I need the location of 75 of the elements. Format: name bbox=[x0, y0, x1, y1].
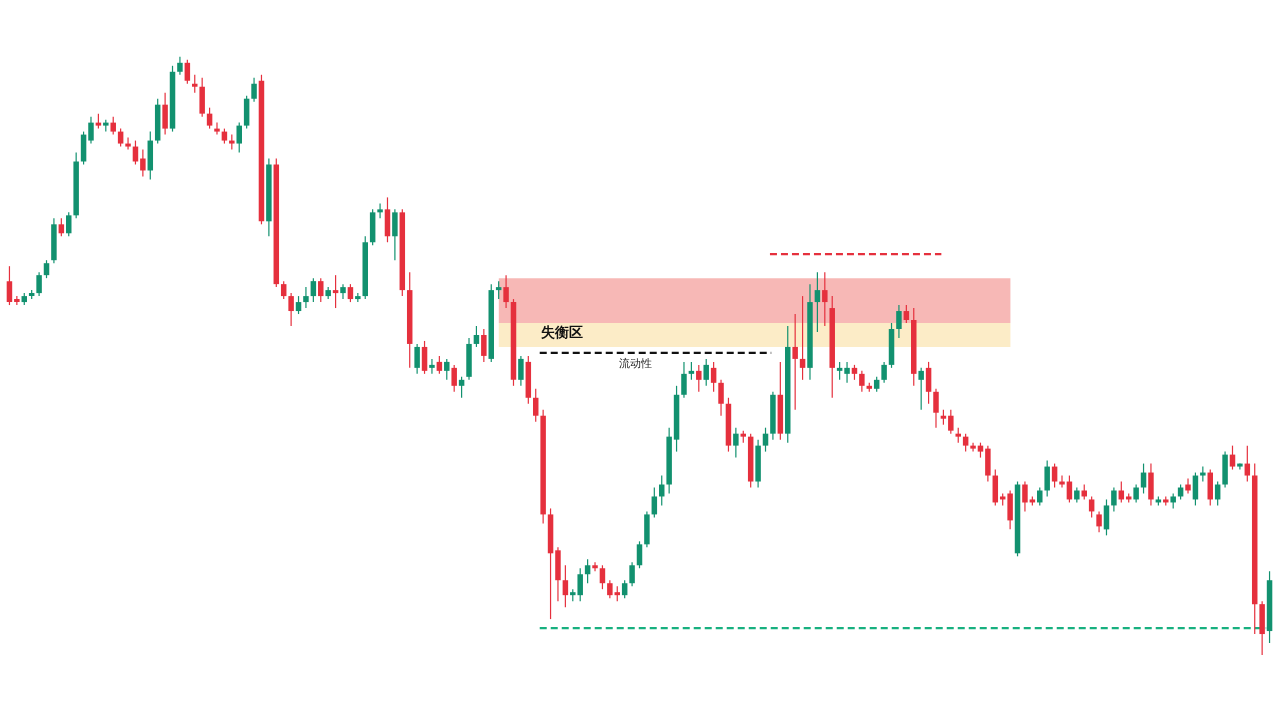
candlestick bbox=[421, 340, 428, 375]
candlestick bbox=[948, 409, 954, 435]
candlestick bbox=[1244, 445, 1251, 483]
candlestick bbox=[584, 558, 591, 584]
candlestick bbox=[451, 364, 457, 393]
candlestick bbox=[340, 283, 346, 300]
candlestick bbox=[710, 361, 717, 393]
candlestick bbox=[206, 107, 213, 130]
candlestick bbox=[814, 271, 821, 333]
candlestick bbox=[251, 77, 257, 103]
candlestick bbox=[429, 358, 435, 375]
candlestick bbox=[1088, 495, 1095, 519]
candlestick bbox=[896, 304, 902, 339]
candlestick bbox=[132, 139, 139, 166]
candlestick bbox=[629, 561, 635, 587]
candlestick bbox=[414, 343, 420, 375]
candlestick bbox=[14, 295, 20, 306]
candlestick bbox=[214, 122, 220, 136]
candlestick bbox=[6, 265, 13, 306]
candlestick bbox=[88, 116, 94, 145]
candlestick bbox=[458, 376, 465, 399]
candlestick bbox=[681, 361, 687, 399]
candlestick bbox=[332, 274, 339, 309]
candlestick bbox=[36, 271, 42, 297]
candlestick bbox=[503, 274, 509, 309]
candlestick bbox=[599, 564, 606, 590]
candlestick bbox=[288, 292, 294, 327]
candlestick bbox=[392, 208, 398, 261]
candlestick bbox=[562, 564, 569, 608]
candlestick bbox=[822, 271, 828, 327]
candlestick bbox=[718, 379, 724, 417]
candlestick bbox=[792, 313, 798, 411]
candlestick bbox=[733, 427, 739, 459]
candlestick bbox=[881, 361, 887, 384]
ref-line-label: 流动性 bbox=[618, 356, 652, 370]
candlestick bbox=[236, 122, 242, 154]
candlestick bbox=[1118, 480, 1125, 504]
candlestick bbox=[918, 367, 924, 411]
candlestick bbox=[1096, 510, 1102, 533]
candlestick bbox=[1103, 498, 1110, 536]
candlestick bbox=[140, 148, 146, 178]
candlestick bbox=[970, 442, 976, 453]
candlestick bbox=[696, 364, 702, 393]
candlestick bbox=[184, 59, 191, 85]
candlestick bbox=[859, 370, 865, 393]
candlestick bbox=[636, 540, 643, 569]
candlestick bbox=[1044, 459, 1050, 498]
candlestick bbox=[303, 286, 309, 309]
candlestick bbox=[125, 136, 131, 151]
candlestick bbox=[703, 358, 709, 387]
candlestick bbox=[1051, 462, 1058, 489]
candlestick bbox=[799, 295, 806, 381]
candlestick bbox=[1059, 474, 1065, 489]
candlestick bbox=[481, 328, 487, 363]
candlestick bbox=[377, 202, 383, 219]
candlestick bbox=[1185, 477, 1191, 495]
candlestick bbox=[592, 561, 598, 572]
candlestick bbox=[444, 358, 450, 381]
candlestick bbox=[532, 388, 539, 423]
candlestick bbox=[925, 361, 932, 405]
candlestick bbox=[651, 486, 658, 519]
candlestick bbox=[473, 325, 480, 348]
candlestick bbox=[933, 388, 939, 429]
candlestick bbox=[1140, 462, 1147, 495]
candlestick bbox=[318, 277, 324, 303]
candlestick bbox=[762, 427, 769, 453]
candlestick bbox=[1022, 480, 1028, 513]
candlestick bbox=[1229, 445, 1236, 471]
candlestick bbox=[162, 92, 168, 136]
candlestick bbox=[1111, 486, 1117, 513]
candlestick bbox=[310, 277, 317, 303]
candlestick bbox=[844, 361, 850, 384]
candlestick bbox=[518, 355, 524, 387]
band-label: 失衡区 bbox=[541, 324, 584, 341]
candlestick bbox=[66, 211, 72, 237]
